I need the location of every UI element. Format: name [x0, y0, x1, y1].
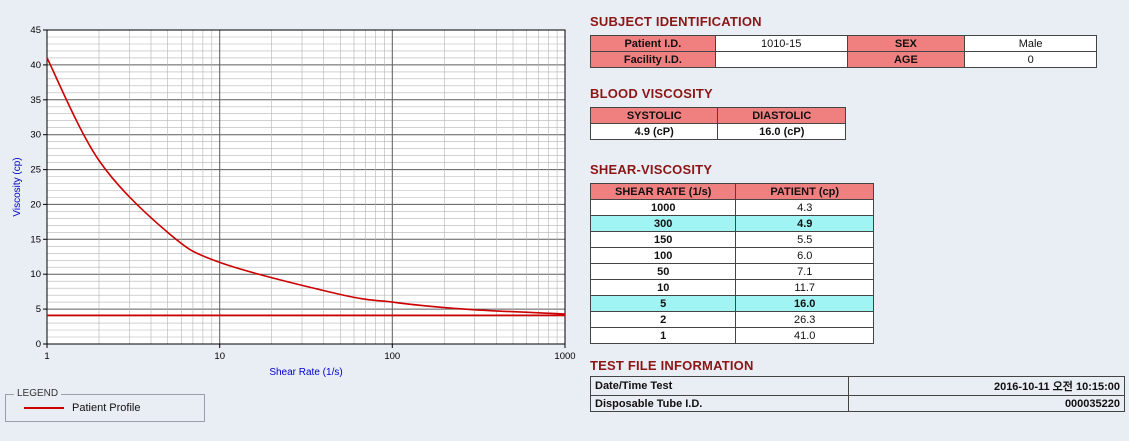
table-row: 100 6.0: [589, 247, 874, 264]
svg-text:10: 10: [30, 269, 41, 280]
shear-rate-cell: 1000: [589, 199, 737, 216]
chart-canvas: 0 5 10 15 20 25 30 35 40 45 1 10 100 1000 Shear Rate (…: [12, 25, 576, 378]
viscosity-cell: 5.5: [735, 231, 874, 248]
svg-text:0: 0: [36, 339, 41, 350]
legend-title: LEGEND: [14, 388, 62, 399]
shear-viscosity-chart: 0 5 10 15 20 25 30 35 40 45 1 10 100 1000 Shear Rate (…: [10, 16, 578, 388]
table-row: 300 4.9: [589, 215, 874, 232]
shear-rate-cell: 150: [589, 231, 737, 248]
svg-text:40: 40: [30, 60, 41, 71]
x-axis-title: Shear Rate (1/s): [269, 367, 342, 378]
shear-rate-cell: 5: [589, 295, 737, 312]
shear-rate-header: SHEAR RATE (1/s): [589, 183, 737, 200]
table-row: SYSTOLIC DIASTOLIC: [589, 107, 846, 124]
test-file-information-title: TEST FILE INFORMATION: [590, 358, 754, 373]
age-value: 0: [964, 51, 1097, 68]
svg-text:20: 20: [30, 199, 41, 210]
patient-profile-line-swatch: [24, 407, 64, 409]
viscosity-cell: 6.0: [735, 247, 874, 264]
systolic-header: SYSTOLIC: [589, 107, 719, 124]
legend-entry-label: Patient Profile: [72, 402, 141, 414]
svg-text:35: 35: [30, 95, 41, 106]
table-row: 5 16.0: [589, 295, 874, 312]
subject-identification-title: SUBJECT IDENTIFICATION: [590, 14, 762, 29]
viscosity-cell: 4.9: [735, 215, 874, 232]
x-tick-labels: 1 10 100 1000: [44, 344, 576, 362]
y-gridlines: [47, 29, 565, 345]
svg-text:1: 1: [44, 351, 49, 362]
patient-profile-curve: [46, 57, 566, 315]
svg-text:15: 15: [30, 234, 41, 245]
shear-rate-cell: 50: [589, 263, 737, 280]
viscosity-cell: 16.0: [735, 295, 874, 312]
diastolic-header: DIASTOLIC: [717, 107, 846, 124]
table-row: 1000 4.3: [589, 199, 874, 216]
blood-viscosity-title: BLOOD VISCOSITY: [590, 86, 713, 101]
plot-frame: [46, 29, 566, 345]
svg-text:1000: 1000: [554, 351, 575, 362]
viscosity-cell: 26.3: [735, 311, 874, 328]
chart-legend: LEGEND Patient Profile: [5, 388, 205, 422]
shear-viscosity-table: SHEAR RATE (1/s) PATIENT (cp) 1000 4.3 3…: [589, 183, 874, 344]
facility-id-label: Facility I.D.: [590, 51, 716, 68]
table-row: Disposable Tube I.D. 000035220: [590, 395, 1125, 412]
viscosity-cell: 11.7: [735, 279, 874, 296]
svg-text:10: 10: [214, 351, 225, 362]
shear-rate-cell: 10: [589, 279, 737, 296]
disposable-tube-id-label: Disposable Tube I.D.: [590, 395, 849, 412]
shear-rate-cell: 2: [589, 311, 737, 328]
systolic-value: 4.9 (cP): [589, 123, 719, 140]
viscosity-cell: 4.3: [735, 199, 874, 216]
date-time-test-value: 2016-10-11 오전 10:15:00: [848, 376, 1125, 396]
sex-value: Male: [964, 35, 1097, 52]
y-tick-labels: 0 5 10 15 20 25 30 35 40 45: [30, 25, 47, 350]
svg-text:5: 5: [36, 304, 41, 315]
shear-viscosity-title: SHEAR-VISCOSITY: [590, 162, 713, 177]
table-row: 150 5.5: [589, 231, 874, 248]
age-label: AGE: [846, 51, 966, 68]
y-axis-title: Viscosity (cp): [12, 157, 23, 216]
shear-rate-cell: 100: [589, 247, 737, 264]
table-row: 1 41.0: [589, 327, 874, 344]
diastolic-value: 16.0 (cP): [717, 123, 846, 140]
table-row: Date/Time Test 2016-10-11 오전 10:15:00: [590, 376, 1125, 396]
table-row: 4.9 (cP) 16.0 (cP): [589, 123, 846, 140]
svg-text:100: 100: [384, 351, 400, 362]
shear-rate-cell: 300: [589, 215, 737, 232]
table-header-row: SHEAR RATE (1/s) PATIENT (cp): [589, 183, 874, 200]
patient-id-value: 1010-15: [714, 35, 848, 52]
subject-identification-table: Patient I.D. 1010-15 SEX Male Facility I…: [590, 35, 1097, 68]
patient-id-label: Patient I.D.: [590, 35, 716, 52]
blood-viscosity-table: SYSTOLIC DIASTOLIC 4.9 (cP) 16.0 (cP): [589, 107, 846, 140]
svg-text:30: 30: [30, 130, 41, 141]
table-row: 2 26.3: [589, 311, 874, 328]
table-row: 10 11.7: [589, 279, 874, 296]
disposable-tube-id-value: 000035220: [848, 395, 1125, 412]
test-file-information-table: Date/Time Test 2016-10-11 오전 10:15:00 Di…: [590, 376, 1125, 412]
facility-id-value: [714, 51, 848, 68]
svg-text:45: 45: [30, 25, 41, 36]
sex-label: SEX: [846, 35, 966, 52]
plot-area: [47, 30, 565, 344]
report-panel: SUBJECT IDENTIFICATION Patient I.D. 1010…: [589, 14, 1125, 412]
patient-cp-header: PATIENT (cp): [735, 183, 874, 200]
viscosity-cell: 41.0: [735, 327, 874, 344]
svg-text:25: 25: [30, 165, 41, 176]
table-row: Patient I.D. 1010-15 SEX Male: [590, 35, 1097, 52]
viscosity-cell: 7.1: [735, 263, 874, 280]
date-time-test-label: Date/Time Test: [590, 376, 849, 396]
shear-rate-cell: 1: [589, 327, 737, 344]
table-row: 50 7.1: [589, 263, 874, 280]
legend-entry-patient-profile: Patient Profile: [6, 395, 204, 421]
table-row: Facility I.D. AGE 0: [590, 51, 1097, 68]
